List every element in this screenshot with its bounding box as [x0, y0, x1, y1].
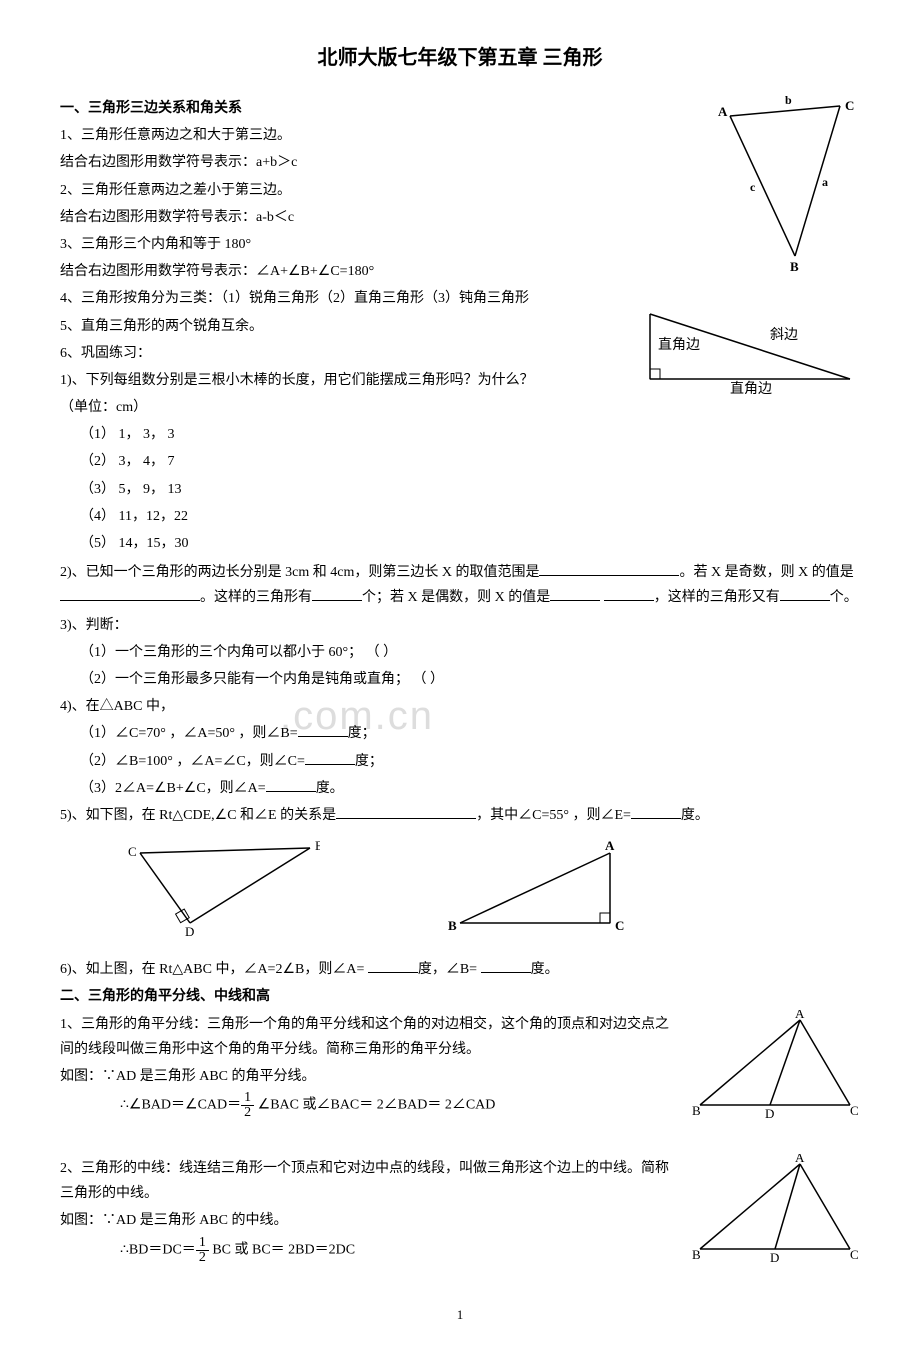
q5c: 度。 [681, 808, 709, 823]
svg-text:C: C [850, 1103, 859, 1118]
blank [298, 722, 348, 737]
svg-text:直角边: 直角边 [730, 380, 772, 394]
page-title: 北师大版七年级下第五章 三角形 [60, 40, 860, 76]
svg-text:C: C [128, 844, 137, 859]
triangle-abc-figure: A C B b a c [710, 96, 860, 285]
angle-bisector-figure: A B D C [690, 1010, 860, 1129]
s1-q4a: （1）∠C=70° ，∠A=50° ，则∠B= 度； [60, 721, 860, 746]
q4c-t: （3）2∠A=∠B+∠C，则∠A= [80, 781, 266, 796]
section2-header: 二、三角形的角平分线、中线和高 [60, 984, 860, 1009]
s1-q4b: （2）∠B=100° ，∠A=∠C，则∠C= 度； [60, 749, 860, 774]
blank [539, 561, 679, 576]
f1a: ∴∠BAD＝∠CAD＝ [120, 1098, 241, 1113]
fraction-half-2: 12 [196, 1236, 209, 1265]
svg-text:B: B [790, 259, 799, 274]
svg-text:B: B [448, 918, 457, 933]
svg-text:a: a [822, 175, 828, 189]
s1-q5: 5)、如下图，在 Rt△CDE,∠C 和∠E 的关系是 ，其中∠C=55° ，则∠… [60, 803, 860, 828]
page-number: 1 [60, 1303, 860, 1326]
q6a: 6)、如上图，在 Rt△ABC 中，∠A=2∠B，则∠A= [60, 962, 368, 977]
blank [368, 958, 418, 973]
s1-opt4: （4） 11，12，22 [60, 504, 860, 529]
blank [780, 586, 830, 601]
svg-text:D: D [765, 1106, 774, 1120]
svg-text:C: C [845, 98, 854, 113]
q5b: ，其中∠C=55° ，则∠E= [476, 808, 631, 823]
q2-c: 是奇数，则 X 的值是 [725, 565, 854, 580]
q2-b: 。若 X [679, 565, 721, 580]
s1-q3a: （1）一个三角形的三个内角可以都小于 60°； （ ） [60, 640, 860, 665]
q6b: 度，∠B= [418, 962, 481, 977]
q2-d: 。这样的三角形有 [200, 590, 312, 605]
s1-q6: 6)、如上图，在 Rt△ABC 中，∠A=2∠B，则∠A= 度，∠B= 度。 [60, 957, 860, 982]
q5a: 5)、如下图，在 Rt△CDE,∠C 和∠E 的关系是 [60, 808, 336, 823]
blank [604, 586, 654, 601]
q4a-t: （1）∠C=70° ，∠A=50° ，则∠B= [80, 726, 298, 741]
svg-text:斜边: 斜边 [770, 327, 798, 343]
q4b-t2: 度； [355, 754, 383, 769]
s1-q3b: （2）一个三角形最多只能有一个内角是钝角或直角； （ ） [60, 667, 860, 692]
svg-text:A: A [795, 1010, 805, 1021]
svg-text:c: c [750, 180, 756, 194]
svg-text:C: C [850, 1247, 859, 1262]
right-triangle-figure: 直角边 直角边 斜边 [640, 304, 860, 403]
svg-text:b: b [785, 96, 792, 107]
cde-triangle-figure: C D E [120, 838, 320, 947]
svg-text:A: A [605, 838, 615, 853]
f2a: ∴BD＝DC＝ [120, 1242, 196, 1257]
blank [312, 586, 362, 601]
svg-text:E: E [315, 838, 320, 853]
svg-text:A: A [795, 1154, 805, 1165]
s1-q4: 4)、在△ABC 中， [60, 694, 860, 719]
s1-q2: 2)、已知一个三角形的两边长分别是 3cm 和 4cm，则第三边长 X 的取值范… [60, 560, 860, 610]
svg-text:A: A [718, 104, 728, 119]
blank [550, 586, 600, 601]
svg-text:D: D [770, 1250, 779, 1264]
f1b: ∠BAC 或∠BAC＝ 2∠BAD＝ 2∠CAD [258, 1098, 496, 1113]
svg-text:C: C [615, 918, 624, 933]
q4b-t: （2）∠B=100° ，∠A=∠C，则∠C= [80, 754, 305, 769]
q2-a: 2)、已知一个三角形的两边长分别是 3cm 和 4cm，则第三边长 X 的取值范… [60, 565, 539, 580]
s1-opt1: （1） 1， 3， 3 [60, 422, 860, 447]
q2-g: 个。 [830, 590, 858, 605]
s1-q4c: （3）2∠A=∠B+∠C，则∠A= 度。 [60, 776, 860, 801]
svg-text:B: B [692, 1247, 701, 1262]
q2-f: ，这样的三角形又有 [654, 590, 780, 605]
svg-text:B: B [692, 1103, 701, 1118]
fraction-half: 12 [241, 1091, 254, 1120]
f2b: BC 或 BC＝ 2BD＝2DC [212, 1242, 355, 1257]
median-figure: A B D C [690, 1154, 860, 1273]
blank [60, 586, 200, 601]
s1-opt5: （5） 14，15，30 [60, 531, 860, 556]
blank [305, 750, 355, 765]
q4c-t2: 度。 [316, 781, 344, 796]
blank [631, 804, 681, 819]
q2-e: 个；若 X 是偶数，则 X 的值是 [362, 590, 550, 605]
svg-text:D: D [185, 924, 194, 938]
svg-text:直角边: 直角边 [658, 336, 700, 353]
s1-opt3: （3） 5， 9， 13 [60, 477, 860, 502]
s1-q3: 3)、判断： [60, 613, 860, 638]
blank [481, 958, 531, 973]
blank [266, 777, 316, 792]
s1-opt2: （2） 3， 4， 7 [60, 449, 860, 474]
q4a-t2: 度； [348, 726, 376, 741]
blank [336, 804, 476, 819]
q6c: 度。 [531, 962, 559, 977]
abc-right-triangle-figure: A B C [440, 838, 640, 947]
